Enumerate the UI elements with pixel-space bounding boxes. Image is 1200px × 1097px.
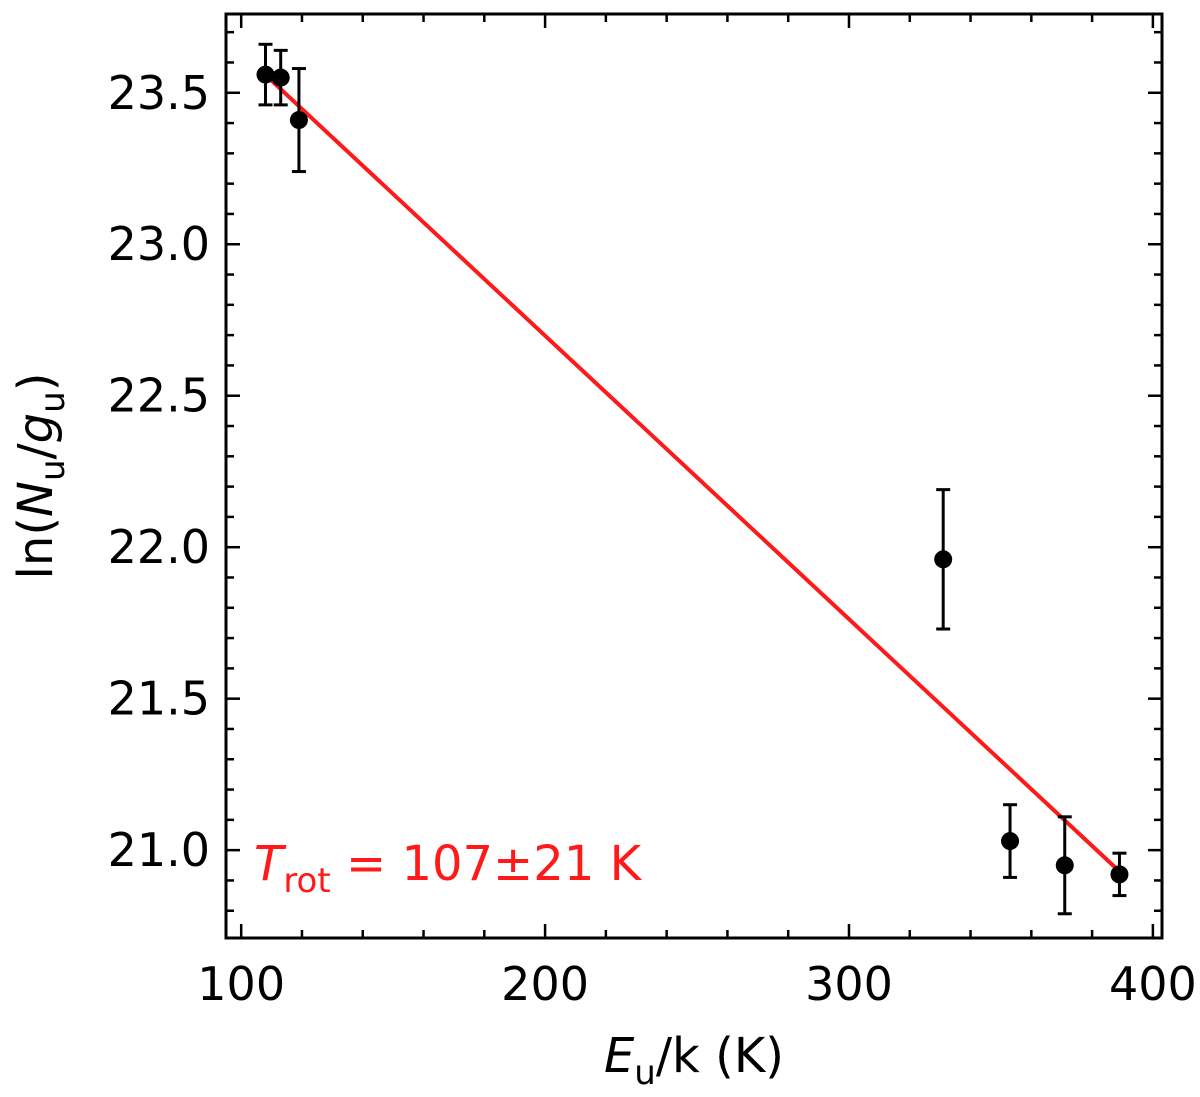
- y-tick-label: 21.5: [108, 672, 210, 726]
- x-tick-label: 300: [805, 957, 893, 1011]
- y-axis-label: ln(Nu/gu): [8, 373, 73, 580]
- y-tick-label: 23.0: [108, 217, 210, 271]
- x-axis-label-rest: /k (K): [656, 1028, 784, 1084]
- y-axis-label-g-sub: u: [33, 391, 73, 413]
- y-tick-label: 22.0: [108, 520, 210, 574]
- x-tick-label: 100: [197, 957, 285, 1011]
- y-axis-label-suffix: ): [8, 373, 64, 392]
- tick-labels-layer: 100 200 300 400 21.0 21.5 22.0 22.5 23.0 23.5: [108, 66, 1197, 1011]
- data-point-group: [271, 48, 290, 107]
- y-axis-label-prefix: ln(: [8, 517, 64, 579]
- y-tick-label: 23.5: [108, 66, 210, 120]
- x-axis-label: Eu/k (K): [604, 1028, 784, 1092]
- y-axis-label-n: N: [8, 481, 64, 517]
- y-tick-label: 22.5: [108, 369, 210, 423]
- rotational-temperature-annotation: Trot = 107±21 K: [254, 836, 643, 901]
- plot-frame: [224, 12, 1164, 940]
- data-point: [1001, 832, 1020, 851]
- fit-line: [270, 79, 1121, 873]
- data-point: [1055, 856, 1074, 875]
- data-point: [289, 111, 308, 130]
- x-tick-label: 400: [1109, 957, 1197, 1011]
- data-point-group: [289, 67, 308, 174]
- data-points-layer: [256, 42, 1129, 916]
- data-point-group: [1110, 851, 1129, 898]
- annotation-subscript: rot: [283, 861, 330, 901]
- data-point: [934, 550, 953, 569]
- annotation-symbol: T: [254, 836, 287, 892]
- data-point-group: [1001, 803, 1020, 879]
- data-point-group: [934, 488, 953, 631]
- x-axis-label-symbol: E: [604, 1028, 635, 1084]
- fit-line-layer: [270, 79, 1121, 873]
- annotation-value: = 107±21 K: [331, 836, 643, 892]
- data-point-group: [1055, 815, 1074, 916]
- y-tick-label: 21.0: [108, 823, 210, 877]
- data-point-group: [256, 42, 275, 107]
- data-point: [256, 65, 275, 84]
- y-axis-label-g: g: [8, 413, 64, 443]
- x-tick-label: 200: [501, 957, 589, 1011]
- data-point: [271, 68, 290, 87]
- y-axis-label-n-sub: u: [33, 459, 73, 481]
- x-axis-label-subscript: u: [634, 1053, 656, 1092]
- data-point: [1110, 865, 1129, 884]
- y-axis-label-slash: /: [8, 442, 64, 459]
